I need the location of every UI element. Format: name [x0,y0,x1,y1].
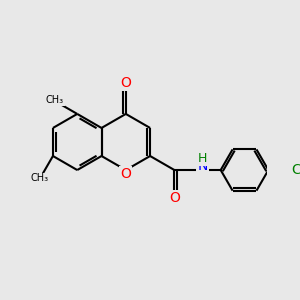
Text: Cl: Cl [291,163,300,177]
Text: CH₃: CH₃ [30,173,49,184]
Text: N: N [197,159,208,173]
Text: H: H [198,152,207,165]
Text: CH₃: CH₃ [46,95,64,105]
Text: O: O [120,167,131,181]
Text: O: O [120,76,131,90]
Text: O: O [169,190,180,205]
